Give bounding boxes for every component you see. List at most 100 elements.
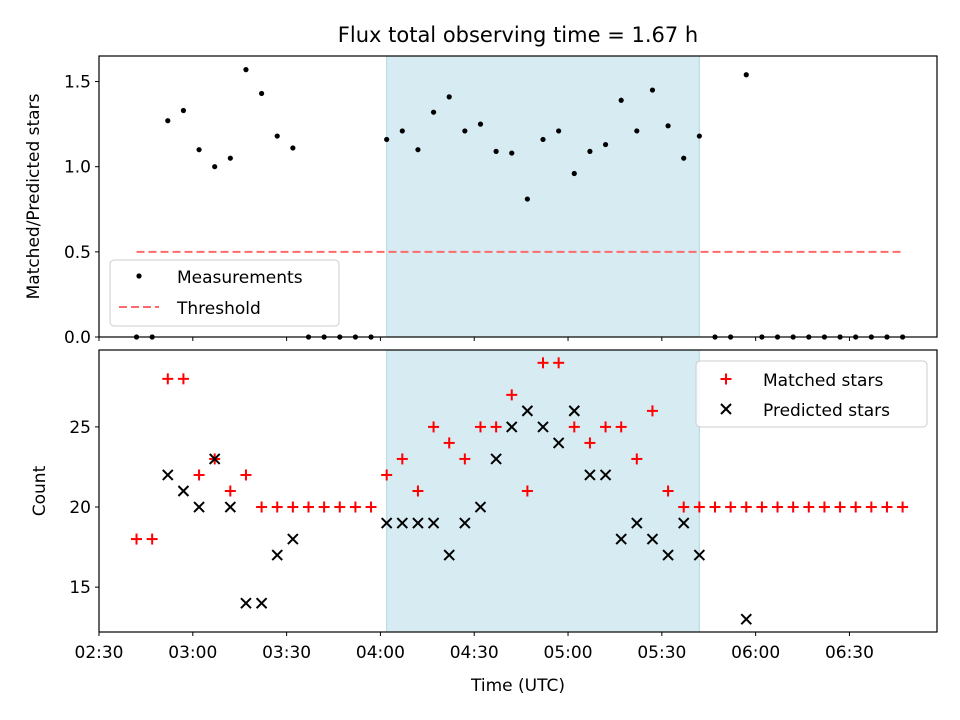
measurements-series: [133, 67, 906, 340]
predicted-star-point: [584, 469, 596, 481]
predicted-star-point: [740, 613, 752, 625]
predicted-star-point: [396, 517, 409, 529]
predicted-star-point: [631, 517, 643, 529]
matched-star-point: [177, 373, 189, 385]
measurement-point: [665, 123, 671, 129]
predicted-stars-series: [162, 405, 752, 625]
x-marker-b: [568, 405, 580, 417]
matched-star-point: [631, 453, 643, 465]
x-marker-b: [162, 469, 174, 481]
predicted-star-point: [568, 405, 580, 417]
x-marker-b: [271, 549, 283, 561]
top-y-tick-label: 0.0: [64, 328, 91, 348]
measurement-point: [681, 155, 687, 161]
x-marker-b: [599, 469, 612, 481]
matched-star-point: [521, 485, 533, 497]
measurement-point: [180, 107, 187, 114]
bottom-y-tick-label: 15: [69, 578, 91, 598]
matched-star-point: [881, 501, 893, 513]
bottom-y-tick-label: 25: [69, 418, 91, 438]
measurement-point: [227, 155, 233, 161]
matched-star-point: [709, 501, 721, 513]
x-marker-b: [396, 517, 409, 529]
matched-star-point: [474, 421, 486, 433]
measurement-point: [743, 72, 749, 78]
predicted-star-point: [552, 437, 565, 449]
measurement-point: [477, 121, 484, 127]
measurement-point: [384, 136, 390, 143]
matched-star-point: [693, 501, 705, 513]
matched-star-point: [803, 501, 815, 513]
top-legend-box: [109, 259, 340, 327]
top-axes-frame: [98, 55, 938, 338]
x-marker-b: [380, 517, 393, 529]
matched-star-point: [584, 437, 596, 449]
predicted-star-point: [255, 597, 268, 609]
predicted-star-point: [521, 405, 534, 417]
top-shaded-span: [386, 55, 700, 338]
matched-star-point: [568, 421, 580, 433]
measurement-point: [258, 90, 265, 97]
x-marker-b: [678, 517, 690, 529]
matched-star-point: [303, 501, 314, 513]
matched-star-point: [772, 501, 784, 513]
matched-star-point: [646, 405, 658, 417]
x-marker-b: [193, 501, 205, 513]
measurement-point: [493, 148, 499, 154]
matched-star-point: [506, 389, 518, 401]
x-tick-label: 05:30: [637, 643, 686, 663]
x-tick-label: 05:00: [544, 643, 593, 663]
predicted-star-point: [474, 501, 487, 513]
matched-star-point: [287, 501, 299, 513]
matched-star-point: [818, 501, 830, 513]
x-marker-b: [474, 501, 487, 513]
matched-star-point: [537, 357, 549, 369]
x-marker-b: [506, 421, 518, 433]
predicted-star-point: [599, 469, 612, 481]
matched-star-point: [897, 501, 909, 513]
matched-star-point: [224, 485, 236, 497]
matched-star-point: [349, 501, 361, 513]
predicted-star-point: [177, 485, 190, 497]
matched-star-point: [662, 485, 674, 497]
legend-measurement-marker: [136, 273, 142, 279]
predicted-star-point: [412, 517, 424, 529]
measurement-point: [556, 128, 562, 134]
x-tick-label: 02:30: [75, 643, 124, 663]
predicted-star-point: [693, 549, 706, 561]
matched-star-point: [334, 501, 346, 513]
measurement-point: [509, 150, 515, 156]
predicted-star-point: [193, 501, 205, 513]
measurement-point: [243, 67, 249, 73]
matched-star-point: [459, 453, 471, 465]
x-marker-b: [631, 517, 643, 529]
measurement-point: [462, 128, 468, 134]
matched-star-point: [865, 501, 877, 513]
predicted-star-point: [271, 549, 283, 561]
x-marker-b: [287, 533, 299, 545]
legend-matched-marker: [720, 373, 732, 385]
matched-star-point: [553, 357, 565, 369]
top-y-tick-label: 0.5: [64, 243, 91, 263]
x-marker-b: [427, 517, 440, 529]
measurement-point: [415, 147, 421, 153]
matched-star-point: [428, 421, 440, 433]
measurement-point: [696, 133, 702, 139]
chart-title: Flux total observing time = 1.67 h: [338, 23, 698, 47]
legend-predicted-marker: [720, 403, 732, 415]
x-marker-b: [208, 453, 221, 465]
matched-star-point: [443, 437, 455, 449]
matched-star-point: [678, 501, 690, 513]
matched-star-point: [193, 469, 205, 481]
legend-matched-label: Matched stars: [763, 371, 883, 391]
top-y-axis-label: Matched/Predicted stars: [24, 93, 44, 299]
predicted-star-point: [506, 421, 518, 433]
x-tick-label: 03:00: [168, 643, 217, 663]
legend-predicted-label: Predicted stars: [763, 401, 890, 421]
matched-star-point: [756, 501, 768, 513]
measurement-point: [602, 141, 609, 148]
predicted-star-point: [162, 469, 174, 481]
x-marker-b: [521, 405, 534, 417]
predicted-star-point: [537, 421, 549, 433]
